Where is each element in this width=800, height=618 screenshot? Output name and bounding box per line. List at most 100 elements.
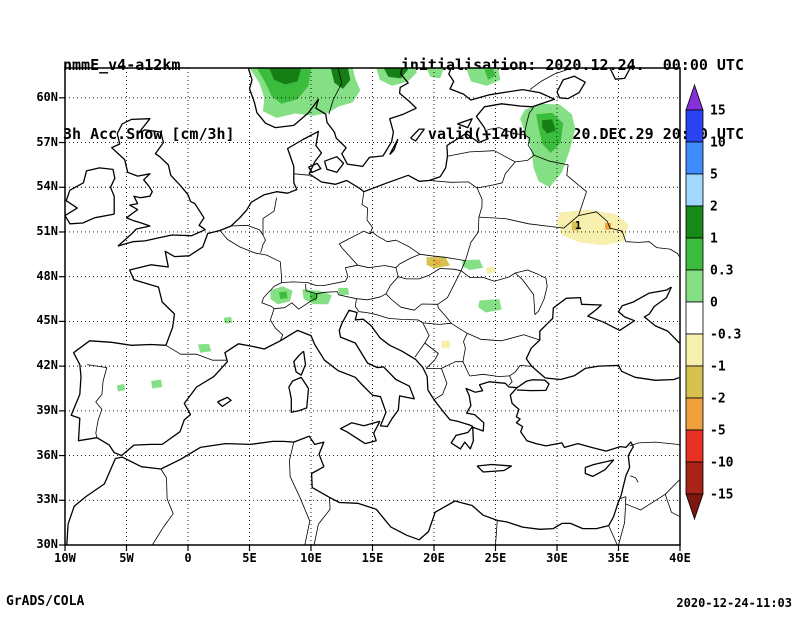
colorbar-tick-label: 1	[710, 232, 718, 247]
country-border	[231, 224, 266, 253]
y-axis-tick-label: 48N	[36, 268, 58, 283]
coastline	[64, 167, 116, 225]
snow-patch	[571, 221, 580, 231]
coastline	[476, 463, 513, 473]
colorbar-segment	[685, 109, 704, 143]
country-border	[514, 272, 536, 315]
snow-patch	[279, 291, 288, 299]
snow-patch	[223, 316, 233, 324]
colorbar: 15 10 5 2 1 0.3 0 -0.3 -1 -2 -5 -10 -15	[685, 83, 741, 521]
grads-credit: GrADS/COLA	[6, 594, 85, 609]
country-border	[219, 230, 282, 283]
y-axis-tick-label: 54N	[36, 179, 58, 194]
country-border	[629, 441, 681, 447]
snow-patch	[441, 340, 450, 349]
country-border	[495, 520, 498, 546]
colorbar-tick-label: 2	[710, 200, 718, 215]
colorbar-segment	[685, 461, 704, 495]
x-axis-tick-label: 25E	[484, 551, 507, 565]
coastline	[247, 67, 417, 168]
country-border	[441, 361, 471, 377]
country-border	[87, 364, 108, 438]
snow-patch	[197, 343, 212, 353]
country-border	[619, 496, 627, 500]
x-axis-tick-label: 10W	[54, 551, 76, 565]
country-border	[618, 496, 627, 546]
country-border	[422, 322, 468, 334]
coastline	[66, 309, 634, 546]
colorbar-tick-label: -0.3	[710, 328, 741, 343]
coastline	[217, 396, 232, 408]
snow-patch	[426, 68, 444, 79]
country-border	[578, 211, 681, 258]
coastline	[516, 379, 550, 392]
colorbar-tick-label: 15	[710, 104, 726, 119]
x-axis-tick-label: 40E	[669, 551, 691, 565]
snow-patch	[542, 119, 556, 134]
colorbar-tick-label: 0	[710, 296, 718, 311]
snow-patch	[116, 384, 126, 392]
colorbar-arrow-bottom	[685, 493, 704, 521]
country-border	[151, 468, 174, 546]
y-axis-tick-label: 45N	[36, 313, 58, 328]
coastline	[545, 364, 681, 381]
coastline	[410, 128, 425, 142]
colorbar-segment	[685, 173, 704, 207]
colorbar-tick-label: -1	[710, 360, 726, 375]
country-border	[534, 154, 587, 216]
colorbar-tick-label: -15	[710, 488, 733, 503]
colorbar-tick-label: -5	[710, 424, 726, 439]
contour-label: 1	[575, 219, 582, 232]
snow-patch	[557, 209, 629, 246]
country-border	[281, 191, 373, 286]
country-border	[460, 269, 548, 315]
country-border	[478, 215, 579, 229]
country-border	[487, 127, 525, 136]
country-border	[165, 344, 228, 361]
x-axis-tick-label: 30E	[546, 551, 568, 565]
coastline	[339, 420, 381, 445]
coastline	[389, 138, 399, 155]
colorbar-tick-label: 5	[710, 168, 718, 183]
x-axis-tick-label: 5W	[119, 551, 134, 565]
country-border	[664, 494, 681, 518]
country-border	[462, 333, 468, 362]
snow-patch	[269, 68, 302, 85]
coastline	[293, 350, 307, 376]
x-axis-tick-label: 20E	[423, 551, 445, 565]
country-border	[608, 525, 618, 546]
coastline	[609, 67, 631, 80]
colorbar-segment	[685, 429, 704, 463]
country-border	[289, 442, 311, 546]
colorbar-tick-label: -2	[710, 392, 726, 407]
x-axis-tick-label: 35E	[607, 551, 630, 565]
colorbar-segment	[685, 365, 704, 399]
colorbar-segment	[685, 237, 704, 271]
y-axis-tick-label: 60N	[36, 89, 58, 104]
country-border	[316, 276, 399, 301]
country-border	[524, 107, 534, 135]
country-border	[467, 332, 540, 342]
x-axis-tick-label: 0	[184, 551, 192, 565]
colorbar-segment	[685, 301, 704, 335]
coastline	[457, 118, 473, 129]
snow-patch	[338, 287, 350, 296]
coastline	[128, 67, 556, 346]
coastline	[556, 75, 586, 100]
colorbar-segment	[685, 333, 704, 367]
map-frame	[64, 67, 681, 546]
country-border	[625, 479, 681, 511]
colorbar-segment	[685, 141, 704, 175]
country-border	[261, 282, 317, 310]
country-border	[630, 475, 639, 483]
snow-patch	[435, 260, 441, 265]
snow-patch	[151, 379, 163, 389]
country-border	[328, 67, 343, 115]
country-border	[395, 267, 399, 277]
country-border	[529, 67, 572, 90]
y-axis-tick-label: 51N	[36, 223, 58, 238]
title-block: nmmE_v4-a12km 3h Acc.Snow [cm/3h]	[63, 8, 235, 169]
snow-patch	[478, 299, 502, 313]
coastline	[643, 286, 680, 344]
y-axis-tick-label: 30N	[36, 537, 58, 551]
